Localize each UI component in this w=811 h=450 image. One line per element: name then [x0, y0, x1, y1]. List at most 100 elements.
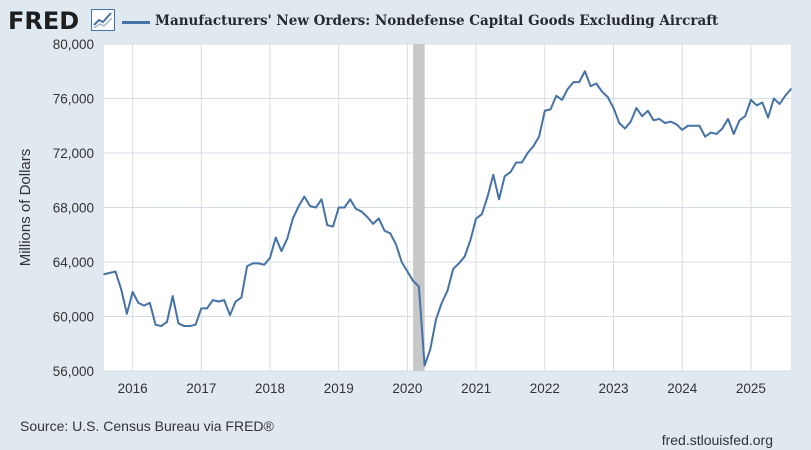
data-point [297, 205, 300, 207]
y-tick-label: 64,000 [53, 255, 94, 270]
data-point [492, 174, 495, 176]
data-point [778, 103, 781, 105]
data-point [143, 304, 145, 307]
data-point [103, 273, 105, 276]
data-point [257, 262, 260, 265]
data-point [166, 321, 168, 323]
data-point [137, 302, 140, 304]
data-point [217, 300, 220, 303]
data-point [446, 289, 449, 292]
data-point [177, 322, 180, 325]
data-point [120, 288, 122, 291]
y-tick-label: 60,000 [53, 310, 94, 325]
data-point [715, 133, 718, 135]
fred-url-link[interactable]: fred.stlouisfed.org [661, 432, 773, 448]
data-point [337, 206, 340, 209]
legend-line-swatch [122, 21, 150, 24]
data-point [406, 270, 409, 273]
x-tick-label: 2022 [530, 381, 560, 396]
data-point [332, 225, 334, 228]
data-point [727, 118, 729, 120]
data-point [349, 198, 351, 201]
y-tick-label: 72,000 [53, 146, 94, 161]
data-point [721, 127, 724, 130]
data-point [566, 88, 569, 90]
data-point [515, 161, 517, 164]
fred-logo[interactable]: FRED [8, 7, 80, 35]
data-point [131, 291, 134, 293]
x-tick-label: 2020 [392, 381, 422, 396]
data-point [149, 302, 151, 304]
data-point [509, 171, 512, 173]
chart-title: Manufacturers' New Orders: Nondefense Ca… [155, 13, 719, 29]
data-point [647, 109, 649, 112]
data-point [555, 94, 558, 97]
data-point [589, 85, 592, 88]
data-point [664, 122, 666, 124]
data-point [790, 88, 792, 90]
data-point [767, 116, 769, 119]
data-point [292, 217, 294, 220]
x-tick-label: 2016 [118, 381, 148, 396]
data-point [234, 300, 237, 303]
data-point [584, 70, 586, 73]
data-point [309, 205, 311, 207]
data-point [189, 325, 191, 327]
data-point [618, 122, 621, 124]
data-point [624, 127, 626, 130]
data-point [114, 270, 117, 273]
data-point [389, 232, 392, 235]
data-point [538, 135, 540, 138]
data-point [761, 101, 764, 104]
data-point [486, 195, 489, 198]
data-point [773, 97, 775, 100]
data-point [561, 99, 563, 101]
data-point [326, 224, 329, 227]
data-point [481, 213, 483, 216]
data-point [572, 81, 575, 83]
data-point [206, 307, 208, 310]
data-point [223, 299, 226, 301]
data-point [675, 123, 678, 126]
data-point [154, 323, 157, 326]
source-note: Source: U.S. Census Bureau via FRED® [20, 418, 274, 434]
data-point [320, 198, 323, 201]
data-point [732, 133, 735, 135]
data-point [263, 263, 266, 266]
x-tick-label: 2024 [667, 381, 698, 396]
data-point [463, 255, 466, 258]
data-point [544, 109, 546, 112]
data-point [755, 104, 758, 107]
data-point [652, 119, 655, 122]
data-point [738, 119, 741, 122]
data-point [126, 312, 128, 315]
data-point [108, 272, 111, 274]
x-tick-label: 2025 [736, 381, 766, 396]
data-point [160, 325, 163, 327]
data-point [475, 217, 477, 220]
data-point [360, 210, 363, 213]
y-tick-label: 56,000 [53, 364, 94, 379]
x-tick-label: 2017 [186, 381, 216, 396]
y-tick-label: 68,000 [53, 201, 94, 216]
data-point [366, 216, 369, 218]
data-point [458, 262, 460, 265]
data-point [549, 108, 552, 111]
data-point [435, 318, 437, 321]
recession-shade-overlay [413, 44, 425, 371]
data-point [395, 243, 397, 246]
data-point [211, 299, 214, 301]
data-point [183, 325, 185, 327]
chart-header: FRED Manufacturers' New Orders: Nondefen… [8, 6, 798, 36]
data-point [246, 265, 248, 267]
x-tick-label: 2021 [461, 381, 491, 396]
data-point [595, 82, 598, 85]
data-point [612, 107, 615, 109]
data-point [286, 238, 289, 240]
data-point [681, 129, 684, 131]
data-point [526, 152, 529, 154]
data-point [710, 131, 712, 134]
data-point [269, 257, 271, 259]
data-point [412, 280, 414, 282]
data-point [274, 236, 277, 239]
